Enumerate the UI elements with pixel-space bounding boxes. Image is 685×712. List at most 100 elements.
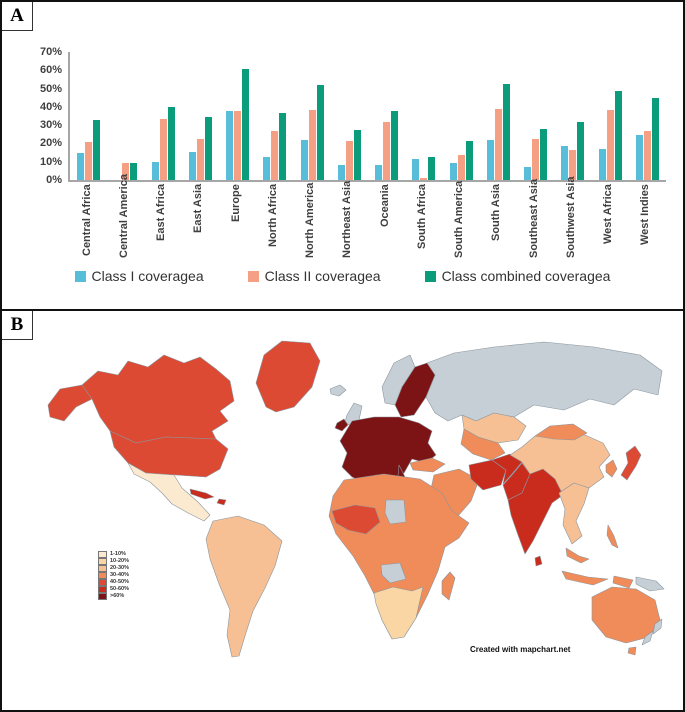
x-axis-label-cell: Oceania [366,184,403,258]
legend-swatch [424,270,436,282]
map-region-sri-lanka [534,555,543,567]
bar [383,121,391,180]
bar [337,165,345,180]
map-region-cuba [189,488,215,500]
map-legend-swatch [98,585,107,593]
bar [353,129,361,180]
bar [130,162,138,180]
bar-group [554,52,591,180]
map-region-sweden-finland [394,362,436,418]
x-axis-label-cell: Central Africa [68,184,105,258]
map-legend-row: 50-60% [98,585,129,593]
map-region-europe [339,416,437,484]
x-axis-label-cell: West Indies [627,184,664,258]
x-axis-label-cell: Southwest Asia [552,176,589,259]
bar [606,109,614,180]
map-legend-row: >60% [98,592,129,600]
x-axis-labels: Central Africa Central America East Africa… [68,174,664,259]
map-region-afghanistan [491,453,523,485]
legend-swatch [247,270,259,282]
bar-group [256,52,293,180]
x-axis-label: West Indies [639,184,652,245]
bar [85,141,93,180]
bar [122,162,130,180]
x-axis-label: North Africa [266,184,279,248]
x-axis-label: Northeast Asia [341,180,354,258]
x-axis-label: Southwest Asia [564,176,577,259]
legend-label: Class II coveragea [264,268,381,284]
bar [635,135,643,180]
map-legend-label: 50-60% [110,586,129,592]
bar [465,140,473,180]
bar [532,138,540,180]
bar [204,116,212,180]
map-legend-row: 1-10% [98,550,129,558]
bar [428,157,436,180]
bar [93,119,101,180]
legend-label: Class combined coveragea [441,268,611,284]
bar-group [629,52,666,180]
map-region-canada [81,354,235,444]
x-axis-label-cell: South Asia [478,184,515,258]
bar-group [443,52,480,180]
bar-group [331,52,368,180]
map-legend: 1-10% 10-20% 20-30% 30-40% 40-50% 50-60% >60% [98,550,129,600]
bar-group [368,52,405,180]
map-region-ireland [334,418,349,432]
map-legend-row: 10-20% [98,557,129,565]
bar [375,164,383,180]
x-axis-label-cell: South America [441,180,478,258]
legend-item: Class I coveragea [74,268,204,284]
y-axis-labels: 0% 10% 20% 30% 40% 50% 60% 70% [38,46,64,186]
map-region-central-asia [460,428,506,461]
bar [188,151,196,180]
panel-a-label: A [2,2,33,31]
bar [540,128,548,180]
y-tick-label: 60% [39,64,62,77]
bar [524,167,532,180]
bar-group [592,52,629,180]
legend-label: Class I coveragea [91,268,204,284]
x-axis-label: North America [304,182,317,258]
bar-group [219,52,256,180]
chart-legend: Class I coveragea Class II coveragea Class… [2,268,683,284]
map-region-new-zealand [641,618,663,646]
bar [234,111,242,180]
bar-group [405,52,442,180]
bar-plot [68,52,666,182]
bar [271,130,279,180]
map-region-southern-africa [373,586,424,640]
panel-a: A 0% 10% 20% 30% 40% 50% 60% 70% Central Africa… [2,2,683,311]
map-region-madagascar [441,571,456,601]
panel-b-label: B [2,311,33,340]
map-legend-swatch [98,557,107,565]
bar [577,121,585,180]
bar [279,113,287,180]
map-legend-label: 40-50% [110,579,129,585]
x-axis-label: Central America [117,174,130,258]
map-region-mexico-central-america [127,462,211,522]
map-region-papua-new-guinea [635,576,665,592]
x-axis-label: East Africa [155,184,168,242]
map-legend-label: 10-20% [110,558,129,564]
bar [242,68,250,180]
map-region-usa [109,430,229,478]
bar [308,109,316,180]
x-axis-label: Oceania [378,184,391,227]
bar-group [70,52,107,180]
x-axis-label: South America [453,180,466,258]
bar [614,91,622,180]
y-tick-label: 40% [39,100,62,113]
map-region-west-africa [331,504,381,535]
map-region-chad [384,499,407,525]
bar [226,111,234,180]
bar [561,146,569,180]
map-legend-label: 1-10% [110,551,126,557]
map-region-angola [380,562,407,584]
bar [643,130,651,180]
bar [196,138,204,180]
x-axis-label-cell: Europe [217,184,254,258]
map-region-turkey [409,457,446,473]
x-axis-label: Europe [229,184,242,222]
